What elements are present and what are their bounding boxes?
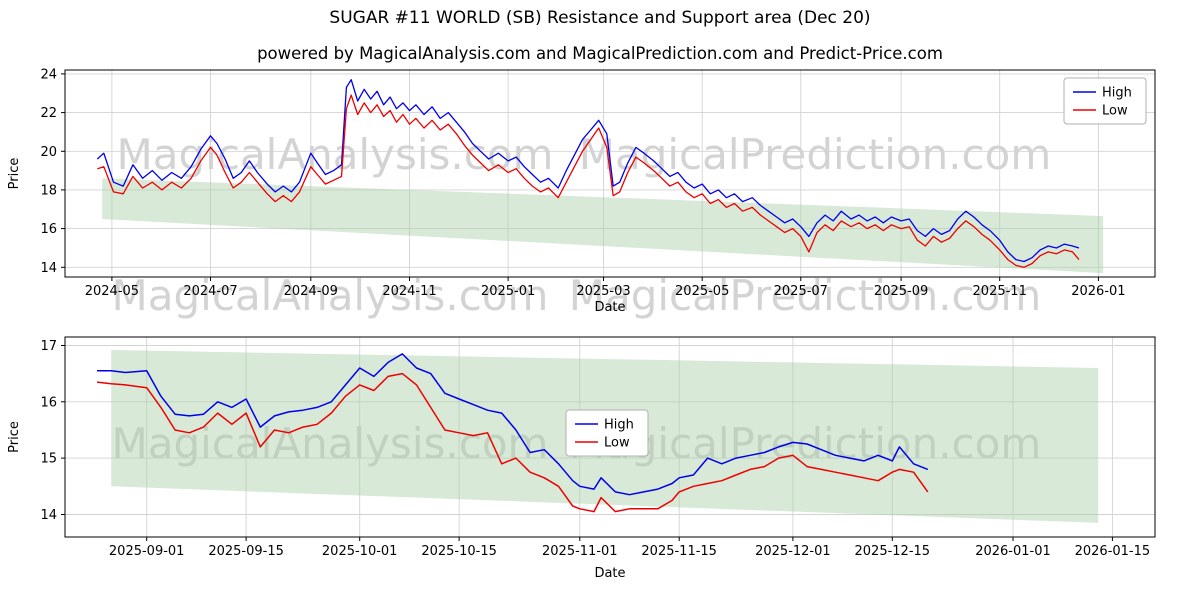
- x-tick-label: 2026-01: [1071, 284, 1125, 299]
- x-axis-label: Date: [594, 566, 625, 581]
- gridlines: [65, 337, 1155, 537]
- low-line: [97, 94, 1080, 268]
- y-tick-label: 18: [40, 183, 57, 198]
- bottom-chart-svg: 2025-09-01 2025-09-15 2025-10-01 2025-10-15…: [7, 336, 1156, 581]
- y-axis-label: Price: [7, 158, 22, 190]
- x-axis-label: Date: [594, 300, 625, 315]
- x-tick-label: 2025-12-15: [855, 544, 931, 559]
- plot-frame: [64, 336, 1156, 538]
- x-tick-label: 2026-01-01: [975, 544, 1051, 559]
- x-tick-label: 2025-05: [675, 284, 729, 299]
- top-chart-svg: 2024-05 2024-07 2024-09 2024-11 2025-01 2025-…: [7, 67, 1156, 315]
- price-chart-recent-zoom: 2025-09-01 2025-09-15 2025-10-01 2025-10-15…: [0, 315, 1200, 600]
- gridlines: [65, 70, 1155, 277]
- y-axis-label: Price: [7, 421, 22, 453]
- x-tick-label: 2024-05: [85, 284, 139, 299]
- x-tick-label: 2025-07: [774, 284, 828, 299]
- high-line: [96, 79, 1080, 263]
- low-legend-label: Low: [604, 436, 630, 451]
- legend: High Low: [565, 409, 649, 457]
- x-tick-label: 2025-10-15: [421, 544, 497, 559]
- plot-frame: [64, 69, 1156, 278]
- x-tick-label: 2024-11: [382, 284, 436, 299]
- high-line: [97, 353, 929, 496]
- y-tick-label: 22: [40, 106, 57, 121]
- low-legend-label: Low: [1102, 104, 1128, 119]
- x-tick-label: 2025-03: [576, 284, 630, 299]
- chart-title: SUGAR #11 WORLD (SB) Resistance and Supp…: [329, 8, 871, 28]
- y-tick-label: 14: [40, 508, 57, 523]
- x-tick-label: 2024-07: [183, 284, 237, 299]
- x-tick-label: 2024-09: [284, 284, 338, 299]
- x-tick-label: 2025-09: [874, 284, 928, 299]
- y-tick-label: 20: [40, 145, 57, 160]
- x-tick-label: 2025-11-15: [641, 544, 717, 559]
- axes: 2025-09-01 2025-09-15 2025-10-01 2025-10-15…: [7, 339, 1150, 581]
- y-tick-label: 15: [40, 452, 57, 467]
- price-chart-long-range: 2024-05 2024-07 2024-09 2024-11 2025-01 2025-…: [7, 67, 1156, 315]
- high-legend-label: High: [1102, 86, 1132, 101]
- x-tick-label: 2025-10-01: [322, 544, 398, 559]
- x-tick-label: 2025-11-01: [542, 544, 618, 559]
- y-tick-label: 14: [40, 261, 57, 276]
- high-legend-label: High: [604, 418, 634, 433]
- chart-subtitle: powered by MagicalAnalysis.com and Magic…: [257, 44, 943, 63]
- x-tick-label: 2025-11: [973, 284, 1027, 299]
- x-tick-label: 2025-09-15: [208, 544, 284, 559]
- y-tick-label: 16: [40, 222, 57, 237]
- y-tick-label: 24: [40, 67, 57, 82]
- support-resistance-band: [102, 178, 1104, 274]
- x-tick-label: 2025-01: [481, 284, 535, 299]
- low-line: [96, 372, 929, 513]
- y-tick-label: 17: [40, 339, 57, 354]
- axes: 2024-05 2024-07 2024-09 2024-11 2025-01 2025-…: [7, 67, 1126, 315]
- x-tick-label: 2025-09-01: [109, 544, 185, 559]
- y-tick-label: 16: [40, 395, 57, 410]
- x-tick-label: 2025-12-01: [755, 544, 831, 559]
- legend: High Low: [1063, 77, 1147, 125]
- x-tick-label: 2026-01-15: [1075, 544, 1151, 559]
